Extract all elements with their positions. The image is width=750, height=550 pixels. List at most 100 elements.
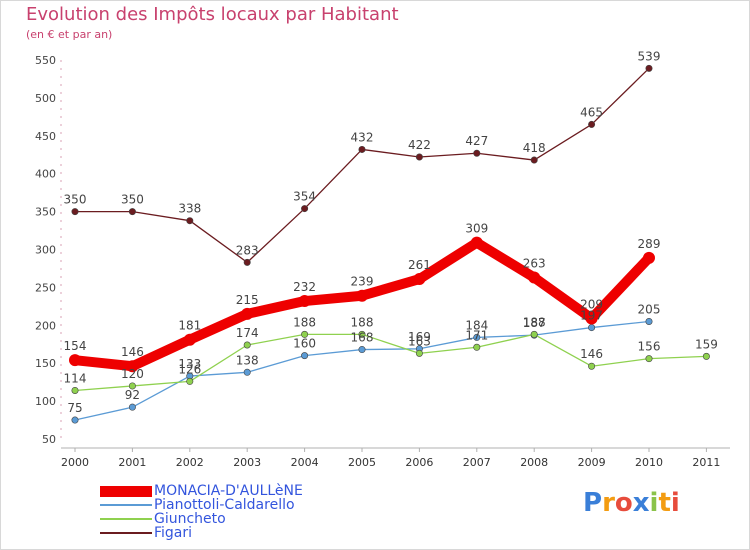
legend-label-monacia: MONACIA-D'AULLèNE (154, 483, 303, 499)
logo-letter: r (602, 488, 615, 518)
y-tick-label: 250 (35, 281, 56, 294)
x-tick-label: 2004 (291, 456, 319, 469)
data-label-1: 184 (465, 318, 488, 332)
data-label-2: 126 (178, 362, 201, 376)
data-label-2: 188 (293, 315, 316, 329)
data-point-1 (301, 352, 309, 360)
legend-item-giuncheto: Giuncheto (100, 512, 303, 526)
data-label-2: 188 (351, 315, 374, 329)
data-point-3 (473, 149, 481, 157)
data-point-1 (128, 403, 136, 411)
legend-swatch-monacia (100, 485, 152, 497)
x-tick-label: 2006 (405, 456, 433, 469)
data-point-1 (358, 346, 366, 354)
data-label-3: 350 (121, 193, 144, 207)
data-label-3: 418 (523, 141, 546, 155)
legend-label-figari: Figari (154, 525, 193, 541)
data-point-3 (243, 258, 251, 266)
data-label-0: 309 (465, 222, 488, 236)
data-point-0 (69, 354, 81, 367)
series-line-3 (74, 67, 650, 264)
legend-label-pianottoli: Pianottoli-Caldarello (154, 497, 295, 513)
data-label-3: 539 (638, 49, 661, 63)
legend-item-pianottoli: Pianottoli-Caldarello (100, 498, 303, 512)
legend-label-giuncheto: Giuncheto (154, 511, 226, 527)
series-line-2 (74, 333, 708, 392)
data-label-3: 432 (351, 130, 374, 144)
data-point-3 (128, 208, 136, 216)
data-label-2: 174 (236, 326, 259, 340)
data-label-1: 133 (178, 357, 201, 371)
data-label-0: 209 (580, 297, 603, 311)
x-tick-label: 2011 (692, 456, 720, 469)
data-label-0: 261 (408, 258, 431, 272)
data-point-3 (186, 217, 194, 225)
data-label-1: 197 (580, 309, 603, 323)
data-point-2 (645, 355, 653, 363)
data-point-3 (645, 64, 653, 72)
data-label-2: 156 (638, 340, 661, 354)
y-tick-label: 500 (35, 92, 56, 105)
x-tick-label: 2002 (176, 456, 204, 469)
y-tick-label: 450 (35, 130, 56, 143)
data-point-3 (301, 205, 309, 213)
y-tick-label: 400 (35, 168, 56, 181)
logo-letter: x (632, 488, 650, 518)
data-label-0: 154 (64, 339, 87, 353)
data-label-3: 422 (408, 138, 431, 152)
x-tick-label: 2008 (520, 456, 548, 469)
data-point-0 (241, 307, 254, 320)
data-label-3: 427 (465, 134, 488, 148)
data-label-2: 159 (695, 337, 718, 351)
data-point-2 (358, 330, 366, 338)
data-label-2: 120 (121, 367, 144, 381)
data-point-2 (301, 330, 309, 338)
data-label-2: 114 (64, 371, 87, 385)
data-label-1: 187 (523, 316, 546, 330)
data-label-3: 465 (580, 105, 603, 119)
data-label-3: 338 (178, 202, 201, 216)
data-point-2 (128, 382, 136, 390)
data-point-0 (413, 273, 426, 286)
y-tick-label: 300 (35, 244, 56, 257)
logo-letter: i (670, 488, 680, 518)
data-point-2 (473, 343, 481, 351)
chart-subtitle: (en € et par an) (26, 28, 113, 41)
data-point-1 (71, 416, 79, 424)
logo-letter: o (614, 488, 633, 518)
x-tick-label: 2005 (348, 456, 376, 469)
legend-item-figari: Figari (100, 526, 303, 540)
data-point-2 (530, 330, 538, 338)
data-point-3 (588, 120, 596, 128)
data-point-1 (645, 318, 653, 326)
y-tick-label: 550 (35, 54, 56, 67)
data-label-2: 163 (408, 334, 431, 348)
y-tick-label: 200 (35, 319, 56, 332)
y-tick-label: 350 (35, 206, 56, 219)
x-tick-label: 2007 (463, 456, 491, 469)
data-label-3: 354 (293, 190, 316, 204)
data-point-0 (356, 289, 368, 302)
x-tick-label: 2000 (61, 456, 89, 469)
data-point-1 (473, 333, 481, 341)
data-label-0: 215 (236, 293, 259, 307)
data-label-0: 146 (121, 345, 144, 359)
data-point-0 (298, 295, 311, 308)
data-label-1: 168 (351, 331, 374, 345)
data-point-2 (243, 341, 251, 349)
logo-letter: i (649, 488, 659, 518)
x-tick-label: 2001 (118, 456, 146, 469)
data-label-0: 289 (638, 237, 661, 251)
data-label-1: 75 (67, 401, 82, 415)
data-point-2 (415, 349, 423, 357)
data-point-0 (585, 312, 598, 325)
data-label-1: 205 (638, 303, 661, 317)
data-point-0 (183, 333, 196, 346)
data-label-2: 188 (523, 315, 546, 329)
data-point-0 (126, 360, 139, 373)
data-label-1: 160 (293, 337, 316, 351)
legend-swatch-giuncheto (100, 518, 152, 520)
data-label-0: 181 (178, 319, 201, 333)
data-point-3 (71, 208, 79, 216)
